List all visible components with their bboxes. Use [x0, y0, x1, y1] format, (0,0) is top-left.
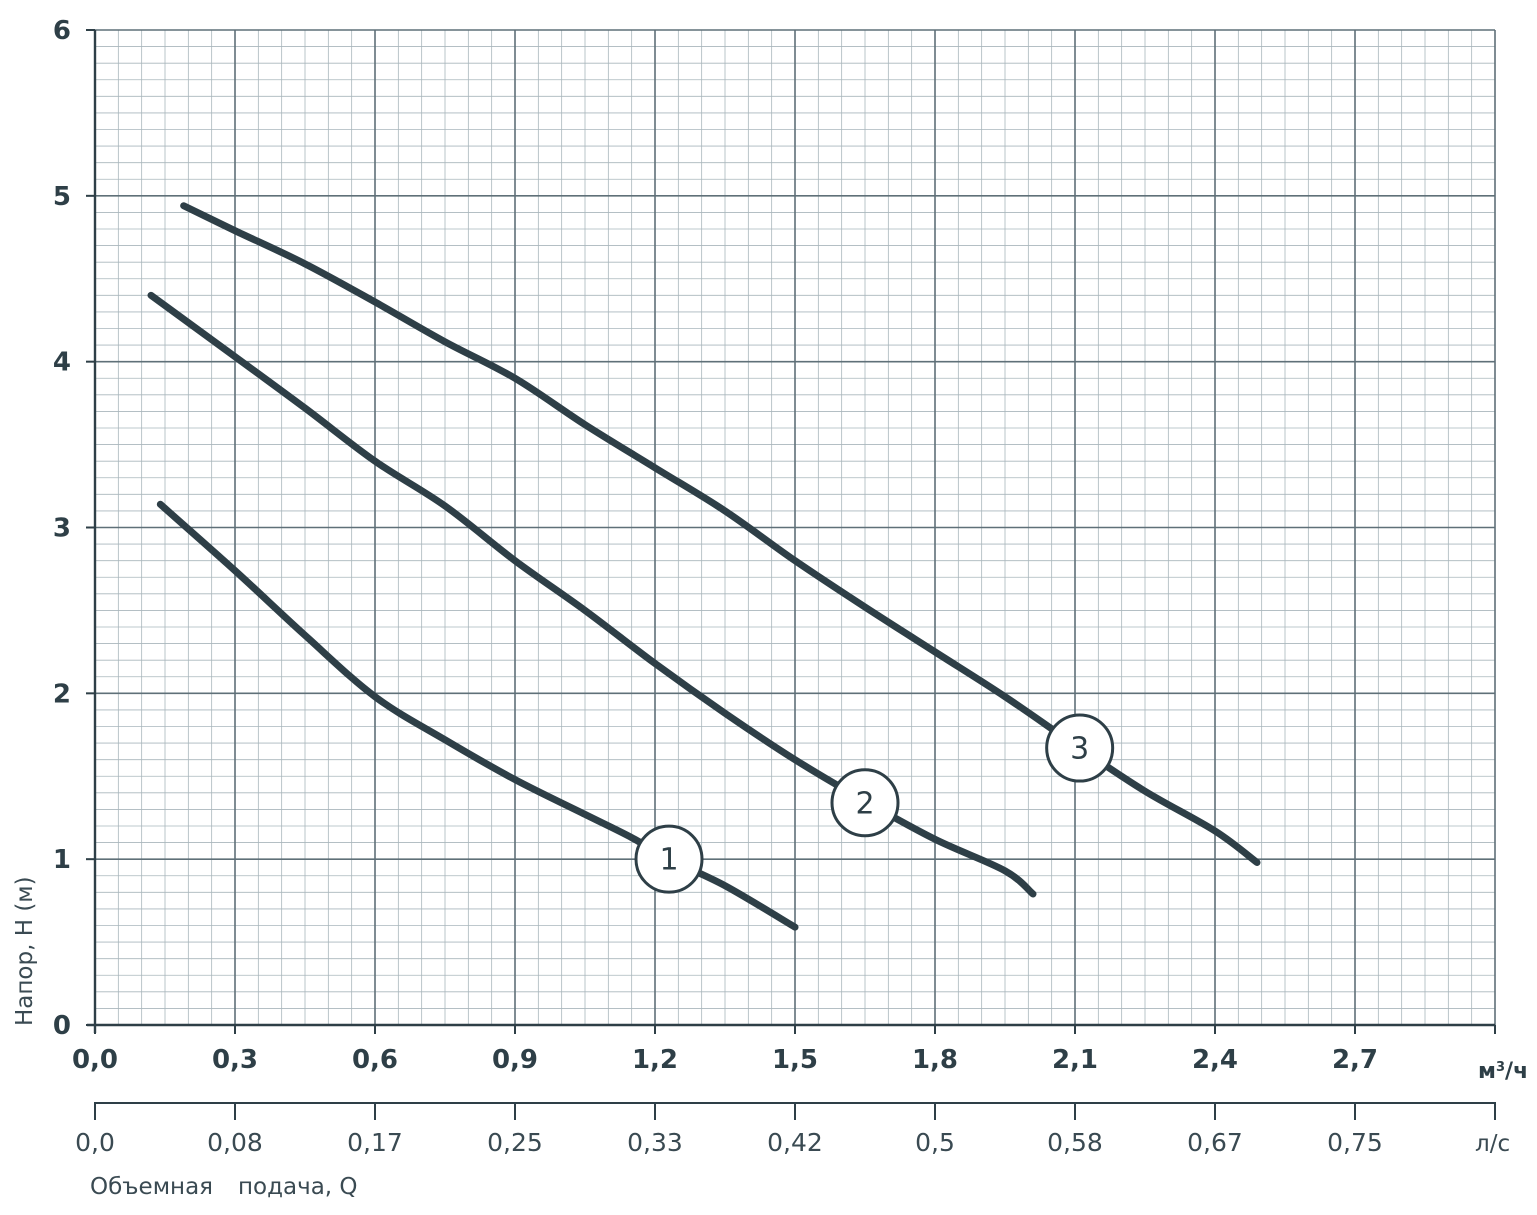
secondary-x-tick-label: 0,33: [627, 1128, 683, 1157]
secondary-x-tick-label: 0,75: [1327, 1128, 1383, 1157]
secondary-x-tick-label: 0,58: [1047, 1128, 1103, 1157]
secondary-x-tick-label: 0,67: [1187, 1128, 1243, 1157]
x-tick-label: 2,4: [1192, 1045, 1238, 1075]
secondary-x-axis: [94, 1102, 1496, 1120]
x-tick-label: 0,0: [72, 1045, 118, 1075]
secondary-x-tick-label: 0,0: [75, 1128, 115, 1157]
y-tick-label: 0: [53, 1011, 71, 1041]
curves: [147, 202, 1261, 931]
x-tick-label: 0,6: [352, 1045, 398, 1075]
x-tick-label: 0,3: [212, 1045, 258, 1075]
x-tick-labels: 0,0 0,3 0,6 0,9 1,2 1,5 1,8 2,1 2,4 2,7: [72, 1045, 1378, 1075]
y-tick-label: 4: [53, 348, 71, 378]
x-tick-label: 1,2: [632, 1045, 678, 1075]
x-tick-label: 2,1: [1052, 1045, 1098, 1075]
y-tick-label: 3: [53, 514, 71, 544]
secondary-x-tick-label: 0,17: [347, 1128, 403, 1157]
curve-label-circle-3: [1045, 713, 1115, 783]
y-axis-title: Напор, Н (м): [12, 876, 38, 1026]
x-unit-primary: м3/ч: [1478, 1059, 1528, 1084]
x-tick-label: 2,7: [1332, 1045, 1378, 1075]
markers: 1 2 3: [634, 713, 1115, 894]
x-axis-title-part-2: подача, Q: [238, 1174, 358, 1200]
axes: [86, 29, 1496, 1034]
y-tick-label: 5: [53, 182, 71, 212]
x-unit-secondary: л/с: [1475, 1131, 1510, 1157]
y-tick-labels: 0 1 2 3 4 5 6: [53, 16, 71, 1041]
x-axis-title-part-1: Объемная: [90, 1174, 213, 1200]
x-tick-label: 1,8: [912, 1045, 958, 1075]
y-tick-label: 1: [53, 845, 71, 875]
secondary-x-tick-label: 0,25: [487, 1128, 543, 1157]
secondary-x-tick-label: 0,5: [915, 1128, 955, 1157]
y-tick-label: 6: [53, 16, 71, 46]
curve-label-3: 3: [1070, 732, 1089, 767]
x-tick-label: 0,9: [492, 1045, 538, 1075]
curve-label-circle-1: [634, 824, 704, 894]
x-tick-label: 1,5: [772, 1045, 818, 1075]
y-tick-label: 2: [53, 679, 71, 709]
curve-label-2: 2: [855, 786, 874, 821]
secondary-x-tick-label: 0,42: [767, 1128, 823, 1157]
curve-label-1: 1: [659, 843, 678, 878]
curve-label-circle-2: [830, 768, 900, 838]
curve-2: [147, 291, 1037, 898]
secondary-x-tick-label: 0,08: [207, 1128, 263, 1157]
secondary-x-tick-labels: 0,0 0,08 0,17 0,25 0,33 0,42 0,5 0,58 0,67 0,75: [75, 1128, 1383, 1157]
